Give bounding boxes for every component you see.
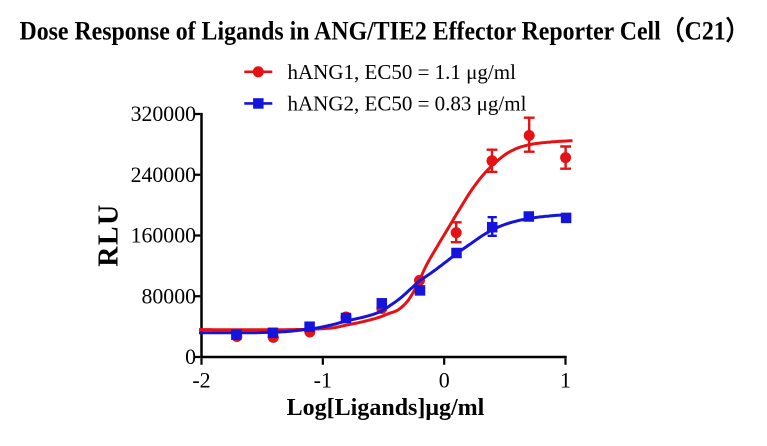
svg-text:0: 0 — [185, 345, 196, 369]
svg-text:-2: -2 — [192, 368, 210, 393]
svg-text:160000: 160000 — [131, 224, 196, 248]
svg-text:hANG2, EC50 = 0.83 μg/ml: hANG2, EC50 = 0.83 μg/ml — [288, 91, 527, 115]
svg-text:80000: 80000 — [142, 284, 197, 308]
svg-text:-1: -1 — [314, 368, 332, 393]
svg-text:Dose Response of Ligands in AN: Dose Response of Ligands in ANG/TIE2 Eff… — [20, 17, 750, 46]
svg-text:320000: 320000 — [131, 102, 196, 126]
svg-text:1: 1 — [560, 368, 571, 393]
svg-text:RLU: RLU — [94, 205, 125, 267]
svg-text:Log[Ligands]μg/ml: Log[Ligands]μg/ml — [287, 395, 485, 421]
svg-text:0: 0 — [439, 368, 450, 393]
svg-text:240000: 240000 — [131, 163, 196, 187]
svg-text:hANG1, EC50 = 1.1 μg/ml: hANG1, EC50 = 1.1 μg/ml — [288, 60, 517, 84]
